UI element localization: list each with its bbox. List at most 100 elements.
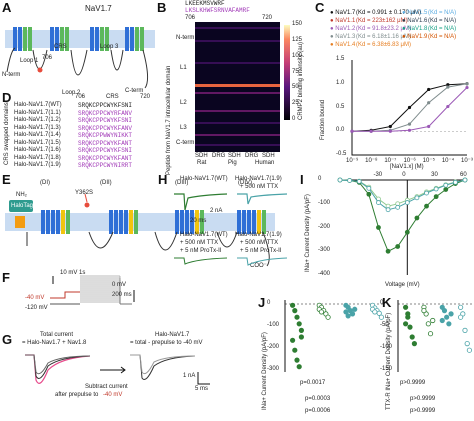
legend-kd: (Kd = 223±162 μM) — [356, 18, 408, 24]
data-dot — [289, 302, 296, 308]
panel-a-n-term: N-term — [2, 72, 21, 78]
construct-sequence: SRQKCPPCWYKFSNI — [78, 102, 133, 109]
panel-h-protx2: + 5 nM ProTx-II — [240, 248, 282, 254]
transmembrane-helix — [242, 210, 246, 234]
legend-kd: (Kd = 6.18±1.16 μM) — [356, 34, 411, 40]
colorbar-tick-label: 100 — [292, 52, 303, 59]
iv-point — [424, 190, 429, 196]
data-point — [407, 105, 412, 110]
transmembrane-helix — [61, 210, 65, 234]
panel-b-col-0: SDH — [195, 153, 208, 159]
x-tick-label: 10⁻⁵ — [422, 158, 435, 164]
construct-name: Halo-NaV1.7(1.6) — [14, 147, 61, 153]
panel-a-loop3: Loop 3 — [100, 44, 119, 50]
legend-entry-nav1-5: ● NaV1.5 — [402, 10, 428, 16]
construct-sequence: SRQKCPPCWYRFANV — [78, 109, 133, 117]
data-dot — [446, 321, 452, 327]
y-tick-label: 1.0 — [336, 79, 345, 86]
panel-i-ylabel: INa+ Current Density (pA/pF) — [305, 194, 311, 272]
x-tick-label: 10⁻⁶ — [403, 158, 416, 164]
panel-e-di: (DI) — [40, 180, 50, 186]
transmembrane-helix — [180, 210, 184, 234]
mutation-arrow — [84, 193, 88, 203]
panel-i-plot — [337, 177, 468, 275]
data-dot — [421, 308, 427, 314]
panel-g-subtract1: Subtract current — [85, 384, 128, 390]
legend-entry-nav1-1: ● NaV1.1 — [330, 18, 356, 24]
data-point — [388, 124, 392, 129]
axes — [351, 60, 467, 156]
data-dot — [372, 309, 378, 315]
transmembrane-helix — [252, 210, 256, 234]
construct-sequence: SRQKCPPCWYKFANT — [78, 154, 133, 162]
y-tick-label: -150 — [380, 366, 393, 372]
panel-a-topology — [5, 27, 155, 89]
panel-k-plot — [397, 300, 473, 372]
data-dot — [444, 314, 450, 320]
panel-h-scale-i: 2 nA — [210, 208, 223, 214]
panel-g-right-title2: = total - prepulse to -40 mV — [130, 340, 203, 346]
legend-kd: (Kd = 0.991 ± 0.170 μM) — [356, 10, 421, 16]
y-tick-label: -50 — [380, 322, 389, 328]
panel-c-plot — [350, 60, 469, 156]
panel-a-loop1: Loop 1 — [20, 58, 39, 64]
panel-f-letter: F — [2, 270, 10, 285]
panel-b-col-1: DRG — [212, 153, 226, 159]
panel-j-letter: J — [258, 295, 266, 310]
iv-point — [433, 186, 439, 192]
transmembrane-helix — [195, 210, 199, 234]
panel-e-topology — [5, 193, 275, 267]
y-tick-label: 1.5 — [336, 56, 345, 62]
panel-h-ttx2: + 500 nM TTX — [180, 240, 219, 246]
transmembrane-helix — [46, 210, 50, 234]
data-dot — [457, 314, 464, 320]
heatmap-row — [195, 40, 280, 42]
panel-d-706: 706 — [75, 94, 86, 100]
panel-a-c-term: C-term — [125, 88, 144, 94]
x-tick-label: -30 — [373, 172, 383, 178]
panel-k-p0: p>0.9999 — [400, 380, 426, 386]
transmembrane-helix — [185, 210, 189, 234]
data-dot — [430, 317, 436, 324]
heatmap-row — [195, 62, 280, 64]
membrane-band — [5, 213, 275, 231]
legend-kd: (Kd = 91.8±23.2 μM) — [356, 26, 411, 32]
x-tick-label: 10⁻⁷ — [384, 158, 397, 164]
legend-entry-nav1-8: ● NaV1.8 — [402, 26, 428, 32]
panel-g-letter: G — [2, 332, 13, 347]
panel-a-protein: NaV1.7 — [85, 4, 112, 13]
loop-path-e — [26, 231, 270, 267]
data-dot — [318, 309, 325, 315]
legend-entry-nav1-9: ● NaV1.9 — [402, 34, 428, 40]
panel-g-traces — [25, 354, 210, 385]
data-dot — [405, 311, 411, 317]
panel-f-40mv: -40 mV — [25, 295, 45, 301]
iv-point — [376, 200, 381, 205]
iv-point — [366, 191, 372, 197]
panel-h-l1b: Halo-NaV1.7(WT) — [180, 232, 228, 238]
iv-point — [376, 225, 381, 230]
legend-kd: (Kd = N/A) — [428, 18, 457, 24]
x-tick-label: 60 — [460, 172, 467, 178]
legend-entry-nav1-4: ● NaV1.4 — [330, 42, 356, 48]
panel-e-letter: E — [2, 172, 11, 187]
data-dot — [425, 321, 431, 327]
panel-g-subtract3: -40 mV — [103, 392, 123, 398]
panel-e-cooh: COO⁻ — [250, 263, 267, 269]
construct-name: Halo-NaV1.7(1.4) — [14, 132, 61, 138]
panel-h-l2b: Halo-NaV1.7(1.9) — [235, 232, 282, 238]
data-dot — [402, 321, 409, 327]
data-point — [465, 82, 469, 86]
transmembrane-helix — [109, 210, 113, 234]
panel-i-xlabel: Voltage (mV) — [385, 282, 420, 288]
iv-point — [443, 187, 449, 192]
heatmap-row — [195, 110, 280, 112]
panel-d-side-label: CRS swapped domains — [4, 102, 10, 165]
panel-g-left-title1: Total current — [40, 332, 74, 338]
transmembrane-helix — [247, 210, 251, 234]
y-tick-label: -100 — [380, 344, 393, 350]
transmembrane-helix — [41, 210, 45, 234]
data-dot — [345, 313, 351, 319]
data-dot — [378, 314, 385, 320]
data-dot — [457, 304, 464, 310]
